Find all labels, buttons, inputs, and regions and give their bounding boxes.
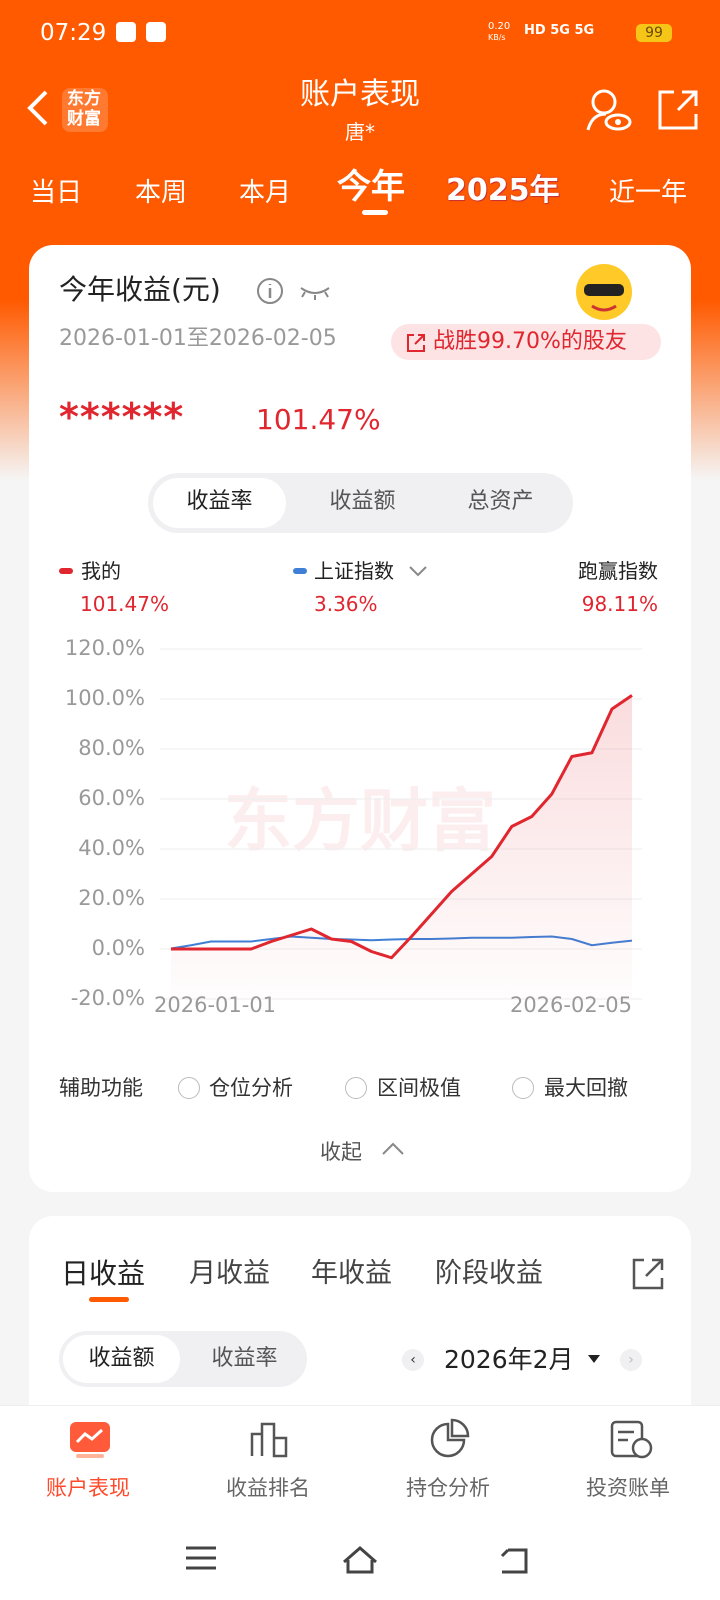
y-tick-label: 80.0% bbox=[78, 736, 145, 760]
y-tick-label: 40.0% bbox=[78, 836, 145, 860]
legend-name: 我的 bbox=[81, 559, 121, 583]
metric-toggle: 收益率 收益额 总资产 bbox=[148, 473, 573, 533]
y-tick-label: 20.0% bbox=[78, 886, 145, 910]
radio[interactable] bbox=[178, 1077, 200, 1099]
earnings-tab[interactable]: 月收益 bbox=[189, 1258, 270, 1289]
nav-label[interactable]: 投资账单 bbox=[586, 1476, 670, 1500]
line-chart: 东方财富 120.0% 100.0% 80.0% 60.0% 40.0% 20.0% 0.0… bbox=[65, 636, 642, 1017]
nav-icon[interactable] bbox=[608, 1418, 654, 1460]
y-tick-label: 0.0% bbox=[92, 936, 145, 960]
toggle-option[interactable]: 收益额 bbox=[88, 1346, 155, 1371]
earnings-tab[interactable]: 年收益 bbox=[311, 1258, 392, 1289]
period-tab[interactable]: 本周 bbox=[135, 178, 188, 208]
period-tab[interactable]: 近一年 bbox=[609, 178, 688, 208]
toggle-active bbox=[153, 478, 286, 528]
card-icons[interactable] bbox=[255, 276, 335, 306]
y-tick-label: 120.0% bbox=[65, 636, 145, 660]
toggle-active bbox=[63, 1335, 180, 1383]
status-icon bbox=[146, 22, 166, 42]
status-time: 07:29 bbox=[40, 20, 107, 46]
share-icon[interactable] bbox=[656, 88, 700, 132]
y-tick-label: -20.0% bbox=[71, 986, 145, 1010]
period-tab[interactable]: 本月 bbox=[239, 178, 292, 208]
page-subtitle: 唐* bbox=[345, 120, 375, 144]
toggle-option[interactable]: 收益额 bbox=[329, 489, 396, 514]
bottom-bar bbox=[0, 1405, 720, 1600]
period-tab[interactable]: 当日 bbox=[30, 178, 83, 208]
toggle-option[interactable]: 收益率 bbox=[211, 1346, 278, 1371]
net-unit: KB/s bbox=[488, 33, 506, 42]
nav-icon[interactable] bbox=[248, 1420, 292, 1460]
logo: 东方 财富 bbox=[62, 88, 108, 132]
status-icon bbox=[116, 22, 136, 42]
nav-label[interactable]: 持仓分析 bbox=[406, 1476, 490, 1500]
next-month[interactable]: › bbox=[620, 1349, 642, 1371]
back-button[interactable] bbox=[22, 88, 52, 128]
month-picker[interactable]: 2026年2月 bbox=[444, 1345, 574, 1374]
toggle-option[interactable]: 收益率 bbox=[186, 489, 253, 514]
system-nav[interactable] bbox=[180, 1540, 540, 1580]
earnings-tab[interactable]: 阶段收益 bbox=[435, 1258, 543, 1289]
aux-option[interactable]: 区间极值 bbox=[377, 1076, 461, 1100]
aux-option[interactable]: 最大回撤 bbox=[544, 1076, 628, 1100]
outperform-value: 98.11% bbox=[581, 592, 658, 616]
legend-value: 3.36% bbox=[314, 592, 378, 616]
tab-indicator bbox=[362, 210, 388, 215]
dropdown-icon[interactable] bbox=[587, 1354, 601, 1364]
aux-label: 辅助功能 bbox=[59, 1076, 143, 1100]
earnings-tab-active[interactable]: 日收益 bbox=[61, 1257, 146, 1290]
share-mini-icon bbox=[407, 334, 425, 352]
toggle-option[interactable]: 总资产 bbox=[467, 489, 534, 514]
period-tab[interactable]: 2025年 bbox=[446, 173, 560, 208]
earnings-toggle: 收益额 收益率 bbox=[59, 1331, 307, 1387]
legend-swatch bbox=[59, 568, 73, 574]
period-tab-active[interactable]: 今年 bbox=[337, 167, 405, 207]
signal: HD 5G 5G bbox=[524, 23, 595, 38]
tab-indicator bbox=[89, 1297, 129, 1302]
radio[interactable] bbox=[512, 1077, 534, 1099]
emoji-sticker bbox=[576, 264, 632, 320]
beat-badge[interactable]: 战胜99.70%的股友 bbox=[391, 324, 661, 360]
collapse-button[interactable]: 收起 bbox=[320, 1140, 362, 1164]
line bbox=[171, 694, 633, 960]
return-rate: 101.47% bbox=[256, 403, 381, 436]
aux-option[interactable]: 仓位分析 bbox=[209, 1076, 293, 1100]
share-icon[interactable] bbox=[630, 1256, 666, 1292]
page-title: 账户表现 bbox=[300, 77, 420, 112]
legend-swatch bbox=[293, 568, 307, 574]
battery: 99 bbox=[636, 24, 672, 42]
net-speed: 0.20 bbox=[488, 21, 511, 32]
dropdown-icon[interactable] bbox=[408, 564, 428, 578]
y-tick-label: 100.0% bbox=[65, 686, 145, 710]
beat-text: 战胜99.70%的股友 bbox=[433, 329, 627, 354]
prev-month[interactable]: ‹ bbox=[402, 1349, 424, 1371]
nav-icon[interactable] bbox=[428, 1418, 472, 1460]
radio[interactable] bbox=[345, 1077, 367, 1099]
profile-icon[interactable] bbox=[584, 86, 634, 134]
nav-icon[interactable] bbox=[68, 1420, 112, 1460]
outperform-label: 跑赢指数 bbox=[578, 559, 658, 583]
watermark: 东方财富 bbox=[224, 783, 496, 862]
masked-amount[interactable]: ****** bbox=[59, 395, 185, 439]
y-tick-label: 60.0% bbox=[78, 786, 145, 810]
summary-card bbox=[29, 245, 691, 1192]
legend-value: 101.47% bbox=[80, 592, 169, 616]
nav-label-active[interactable]: 账户表现 bbox=[46, 1476, 130, 1500]
logo-text: 东方 bbox=[67, 89, 101, 109]
logo-text: 财富 bbox=[67, 109, 101, 129]
legend-name[interactable]: 上证指数 bbox=[314, 559, 394, 583]
nav-label[interactable]: 收益排名 bbox=[226, 1476, 310, 1500]
chevron-up[interactable] bbox=[380, 1140, 406, 1158]
card-title: 今年收益(元) bbox=[59, 273, 221, 306]
area bbox=[171, 695, 632, 999]
date-range: 2026-01-01至2026-02-05 bbox=[59, 326, 337, 351]
